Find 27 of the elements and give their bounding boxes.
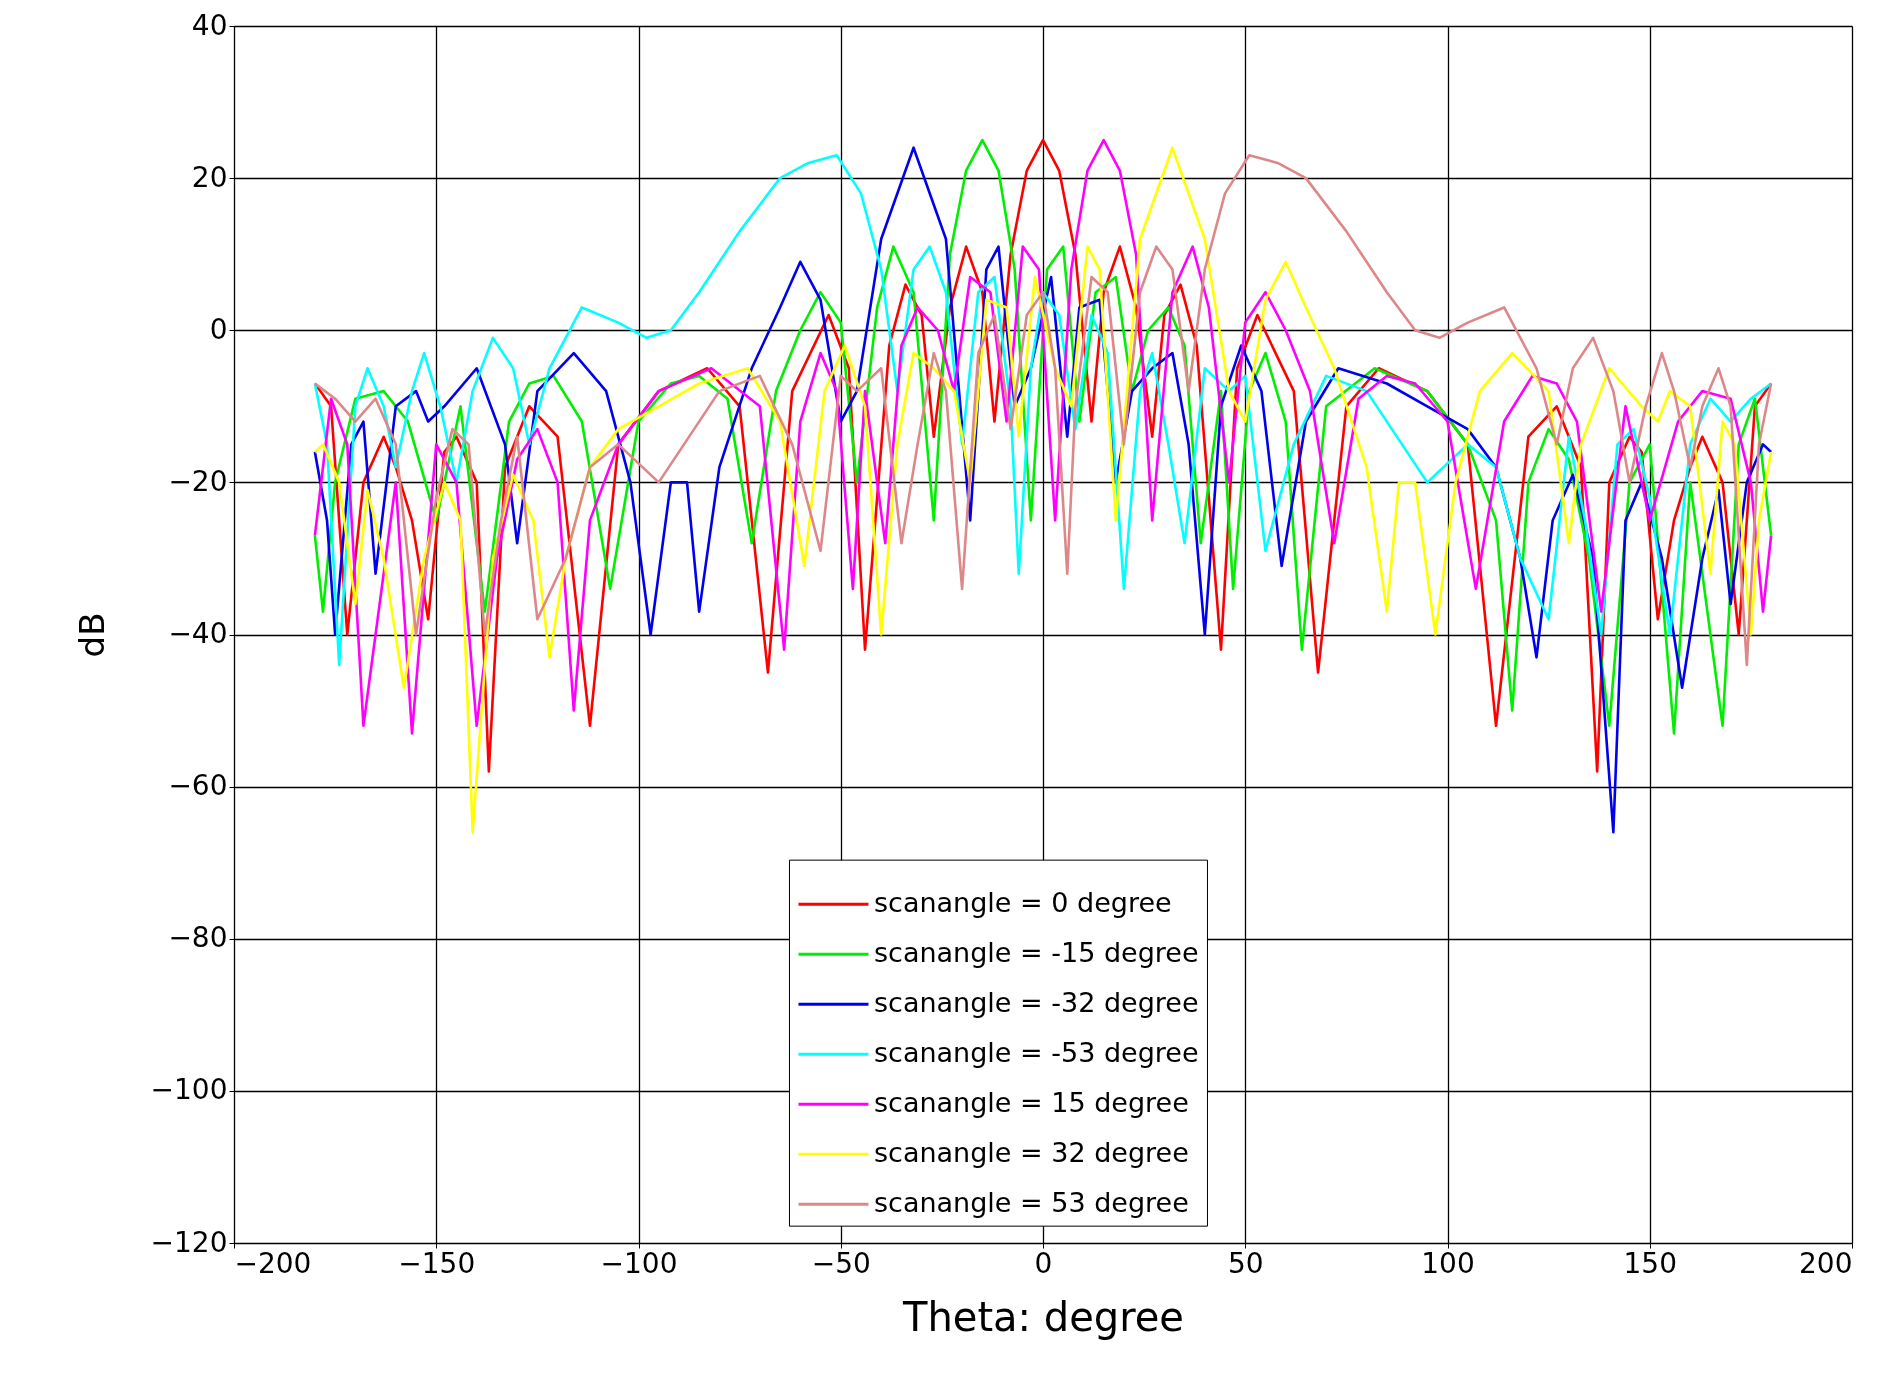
legend-label: scanangle = -15 degree (873, 937, 1199, 969)
legend-label: scanangle = 53 degree (873, 1187, 1189, 1219)
y-tick-label: −60 (168, 769, 228, 803)
legend-label: scanangle = 15 degree (873, 1087, 1189, 1119)
y-tick-label: −120 (150, 1225, 228, 1259)
y-axis-title: dB (71, 612, 112, 658)
x-tick-label: −150 (398, 1246, 476, 1280)
legend-label: scanangle = -32 degree (873, 987, 1199, 1019)
x-tick-label: −50 (811, 1246, 871, 1280)
y-tick-label: 40 (191, 8, 228, 42)
legend-label: scanangle = -53 degree (873, 1037, 1199, 1069)
y-tick-label: −40 (168, 617, 228, 650)
y-tick-label: −20 (168, 464, 228, 498)
y-tick-label: 20 (191, 160, 228, 194)
x-tick-label: 100 (1421, 1246, 1475, 1280)
x-tick-label: 50 (1227, 1246, 1264, 1280)
x-tick-label: 150 (1623, 1246, 1677, 1280)
x-tick-label: 0 (1034, 1246, 1053, 1280)
legend-label: scanangle = 0 degree (873, 887, 1172, 919)
x-tick-label: −100 (600, 1246, 678, 1280)
y-tick-label: 0 (209, 312, 228, 346)
x-tick-label: 200 (1799, 1246, 1853, 1280)
y-tick-label: −100 (150, 1073, 228, 1107)
x-tick-label: −200 (234, 1246, 312, 1280)
x-axis-title: Theta: degree (902, 1293, 1184, 1340)
y-tick-label: −80 (168, 921, 228, 955)
legend-label: scanangle = 32 degree (873, 1137, 1189, 1169)
